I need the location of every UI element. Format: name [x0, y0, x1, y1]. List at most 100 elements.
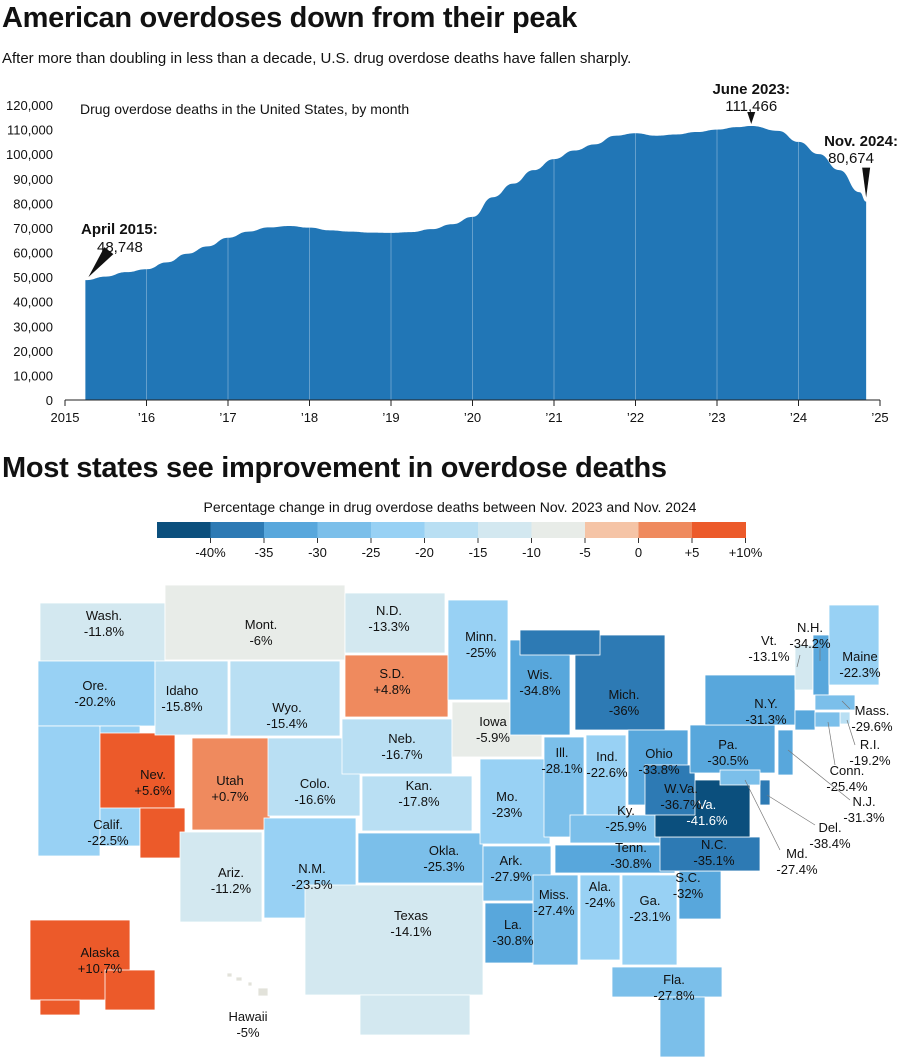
state-label: Okla. -25.3%	[423, 843, 465, 874]
state-value: -25.4%	[826, 779, 868, 794]
state-label: Neb. -16.7%	[381, 731, 423, 762]
state-shape	[569, 814, 666, 844]
state-label: Wis. -34.8%	[519, 667, 561, 698]
state-label: Mont. -6%	[245, 617, 278, 648]
legend-title: Percentage change in drug overdose death…	[204, 499, 697, 515]
state-label: R.I. -19.2%	[849, 737, 891, 768]
y-tick-label: 110,000	[7, 123, 53, 138]
annotation-label: Nov. 2024:	[824, 133, 898, 150]
y-tick-label: 30,000	[13, 319, 53, 334]
state-label: Ind. -22.6%	[586, 749, 628, 780]
y-tick-label: 120,000	[6, 98, 53, 113]
legend-tick-label: -15	[469, 545, 488, 560]
state-name: R.I.	[860, 737, 880, 752]
state-n-c	[659, 836, 761, 872]
state-name: Ind.	[596, 749, 618, 764]
state-value: -11.8%	[84, 624, 125, 639]
state-label: Tenn. -30.8%	[610, 840, 652, 871]
legend-tick-label: -30	[308, 545, 327, 560]
state-idaho	[154, 602, 229, 736]
state-label: N.M. -23.5%	[291, 861, 333, 892]
state-shape	[357, 832, 484, 884]
state-label: Maine -22.3%	[839, 649, 881, 680]
state-name: Okla.	[429, 843, 459, 858]
state-name: S.D.	[379, 666, 404, 681]
state-name: Idaho	[166, 683, 199, 698]
y-tick-label: 50,000	[13, 270, 53, 285]
y-tick-label: 60,000	[13, 246, 53, 261]
state-vt	[794, 644, 814, 691]
state-md	[719, 769, 761, 786]
state-shape	[704, 674, 796, 726]
state-name: N.Y.	[754, 696, 778, 711]
state-label: Miss. -27.4%	[533, 887, 575, 918]
state-value: -41.6%	[686, 813, 728, 828]
state-shape	[139, 807, 186, 859]
state-shape	[644, 764, 696, 816]
state-wyo	[229, 660, 341, 737]
state-alaska	[29, 919, 156, 1016]
state-name: Ariz.	[218, 865, 244, 880]
state-fla	[611, 966, 723, 1058]
state-neb	[341, 718, 453, 775]
state-shape	[39, 602, 166, 662]
state-label: Wyo. -15.4%	[266, 700, 308, 731]
state-shape	[341, 718, 453, 775]
state-wis	[509, 639, 571, 736]
state-name: Texas	[394, 908, 428, 923]
state-label: W.Va. -36.7%	[660, 781, 702, 812]
overdose-deaths-area	[85, 125, 867, 400]
state-shape	[777, 729, 794, 776]
y-tick-label: 70,000	[13, 221, 53, 236]
state-name: N.D.	[376, 603, 402, 618]
state-name: Mont.	[245, 617, 278, 632]
state-shape	[235, 976, 243, 982]
state-label: Alaska +10.7%	[78, 945, 123, 976]
state-name: Vt.	[761, 633, 777, 648]
legend-tick-label: -40%	[195, 545, 226, 560]
state-name: Del.	[818, 820, 841, 835]
state-shape	[532, 874, 579, 966]
state-leader-line	[766, 794, 816, 826]
state-n-d	[344, 592, 446, 654]
state-w-va	[644, 764, 696, 816]
x-tick-label: ’23	[708, 410, 725, 425]
legend-tick-label: -10	[522, 545, 541, 560]
state-kan	[361, 775, 473, 832]
state-name: Conn.	[830, 763, 865, 778]
state-value: -25.9%	[605, 819, 647, 834]
x-tick-label: ’25	[871, 410, 888, 425]
state-name: N.M.	[298, 861, 325, 876]
state-n-j	[777, 729, 794, 776]
state-value: -15.4%	[266, 716, 308, 731]
state-name: Iowa	[479, 714, 507, 729]
state-mich	[519, 629, 666, 731]
state-name: Fla.	[663, 972, 685, 987]
page-title: American overdoses down from their peak	[2, 2, 577, 34]
state-texas	[304, 884, 484, 1036]
legend-tick-label: +5	[685, 545, 700, 560]
state-n-y	[704, 674, 816, 731]
state-shape	[611, 966, 723, 998]
state-miss	[532, 874, 579, 966]
legend-swatch	[424, 522, 479, 538]
chart-inner-title: Drug overdose deaths in the United State…	[80, 101, 409, 117]
state-name: Calif.	[93, 817, 123, 832]
state-name: Miss.	[539, 887, 569, 902]
state-value: -14.1%	[390, 924, 432, 939]
state-label: N.C. -35.1%	[693, 837, 735, 868]
state-shape	[828, 604, 880, 686]
state-shape	[344, 592, 446, 654]
state-shape	[659, 836, 761, 872]
state-s-c	[678, 870, 722, 920]
annotation-value: 48,748	[97, 239, 143, 256]
state-ala	[579, 874, 621, 961]
page-subtitle: After more than doubling in less than a …	[2, 50, 632, 67]
state-label: Md. -27.4%	[776, 846, 818, 877]
annotation-label: June 2023:	[712, 81, 790, 98]
state-label: Ga. -23.1%	[629, 893, 671, 924]
state-shape	[794, 644, 814, 691]
state-value: -11.2%	[211, 881, 252, 896]
state-wash	[39, 602, 166, 662]
legend-swatch	[638, 522, 693, 538]
